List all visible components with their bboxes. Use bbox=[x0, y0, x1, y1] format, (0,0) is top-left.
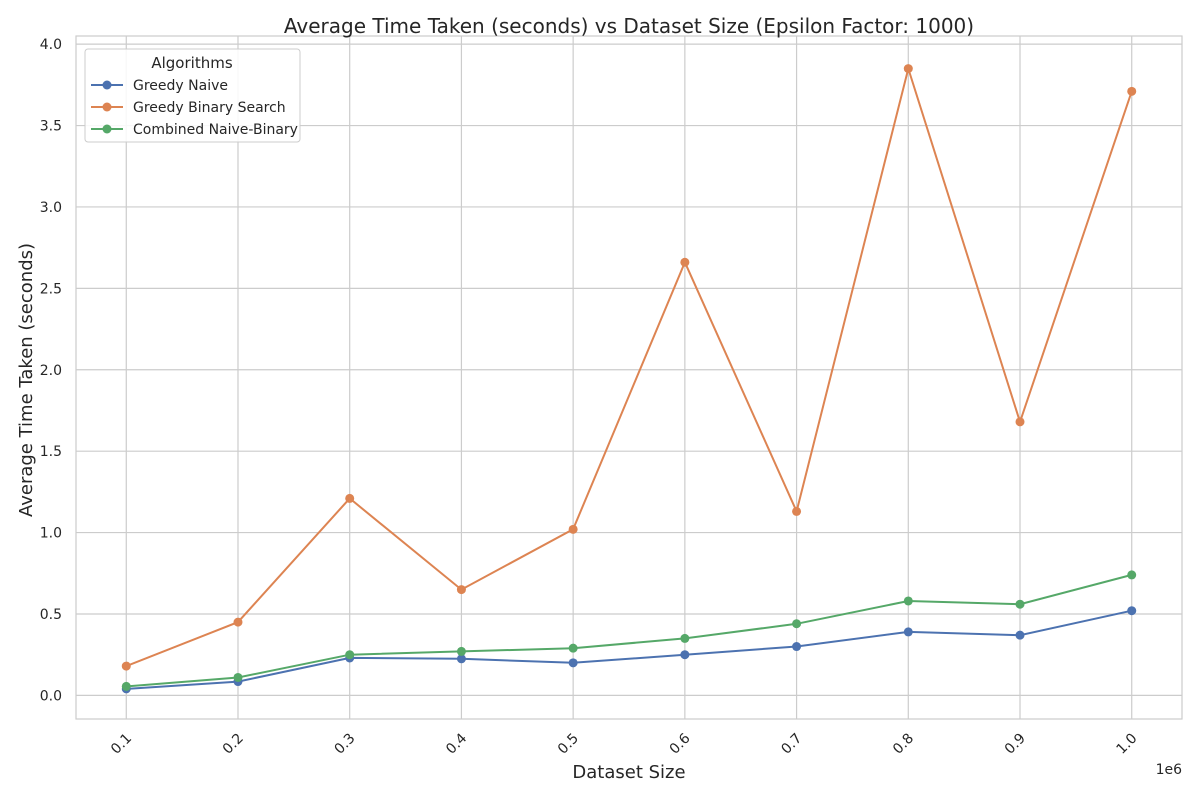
legend: Algorithms Greedy Naive Greedy Binary Sea… bbox=[84, 48, 301, 143]
y-tick-label: 3.0 bbox=[40, 200, 62, 216]
data-point bbox=[1127, 86, 1137, 96]
data-point bbox=[903, 596, 913, 606]
x-tick-label: 0.4 bbox=[443, 730, 470, 757]
x-tick-label: 0.6 bbox=[667, 730, 694, 757]
data-point bbox=[456, 654, 466, 664]
data-point bbox=[903, 627, 913, 637]
data-point bbox=[1127, 570, 1137, 580]
data-point bbox=[1127, 606, 1137, 616]
x-tick-label: 0.8 bbox=[890, 731, 917, 758]
data-point bbox=[345, 493, 355, 503]
x-tick-label: 0.3 bbox=[331, 731, 358, 758]
legend-label: Greedy Binary Search bbox=[133, 100, 286, 116]
data-point bbox=[680, 650, 690, 660]
legend-label: Combined Naive-Binary bbox=[133, 122, 298, 138]
legend-label: Greedy Naive bbox=[133, 78, 228, 94]
data-point bbox=[121, 681, 131, 691]
data-point bbox=[233, 672, 243, 682]
data-point bbox=[456, 585, 466, 595]
plot-area bbox=[75, 35, 1183, 720]
y-tick-label: 0.0 bbox=[40, 688, 62, 704]
x-tick-label: 0.5 bbox=[555, 731, 582, 758]
series-line bbox=[125, 64, 1133, 668]
data-point bbox=[903, 64, 913, 74]
data-point bbox=[568, 643, 578, 653]
x-tick-label: 0.1 bbox=[108, 731, 135, 758]
x-tick-label: 0.9 bbox=[1002, 731, 1029, 758]
legend-box bbox=[84, 48, 301, 143]
data-point bbox=[568, 524, 578, 534]
chart-title: Average Time Taken (seconds) vs Dataset … bbox=[284, 14, 974, 38]
data-point bbox=[792, 642, 802, 652]
data-point bbox=[680, 633, 690, 643]
data-point bbox=[121, 661, 131, 671]
x-axis-offset-label: 1e6 bbox=[1156, 762, 1183, 778]
data-point bbox=[1015, 599, 1025, 609]
series-1 bbox=[121, 64, 1137, 671]
legend-entry: Combined Naive-Binary bbox=[91, 122, 298, 138]
x-tick-label: 1.0 bbox=[1113, 731, 1140, 758]
legend-entries: Greedy Naive Greedy Binary Search Combined… bbox=[91, 78, 298, 138]
y-tick-label: 2.0 bbox=[40, 363, 62, 379]
series-lines bbox=[121, 64, 1137, 694]
series-line bbox=[126, 573, 1132, 688]
grid bbox=[76, 36, 1182, 719]
series-2 bbox=[121, 570, 1137, 691]
data-point bbox=[792, 619, 802, 629]
series-line bbox=[126, 609, 1132, 690]
x-tick-label: 0.2 bbox=[220, 731, 247, 758]
y-tick-label: 4.0 bbox=[40, 37, 62, 53]
y-tick-label: 2.5 bbox=[40, 281, 62, 297]
data-point bbox=[680, 257, 690, 267]
x-axis-label: Dataset Size bbox=[572, 762, 685, 783]
data-point bbox=[1015, 417, 1025, 427]
legend-title: Algorithms bbox=[151, 54, 232, 72]
data-point bbox=[568, 658, 578, 668]
data-point bbox=[792, 506, 802, 516]
y-tick-label: 3.5 bbox=[40, 119, 62, 135]
data-point bbox=[345, 650, 355, 660]
data-point bbox=[233, 617, 243, 627]
data-point bbox=[1015, 630, 1025, 640]
y-axis-label: Average Time Taken (seconds) bbox=[16, 243, 37, 517]
y-tick-label: 1.0 bbox=[40, 526, 62, 542]
legend-marker bbox=[102, 102, 112, 112]
legend-entry: Greedy Binary Search bbox=[91, 100, 286, 116]
data-point bbox=[456, 646, 466, 656]
x-tick-label: 0.7 bbox=[778, 731, 805, 758]
legend-marker bbox=[102, 124, 112, 134]
legend-marker bbox=[102, 80, 112, 90]
y-tick-label: 0.5 bbox=[40, 607, 62, 623]
y-tick-label: 1.5 bbox=[40, 444, 62, 460]
legend-entry: Greedy Naive bbox=[91, 78, 228, 94]
